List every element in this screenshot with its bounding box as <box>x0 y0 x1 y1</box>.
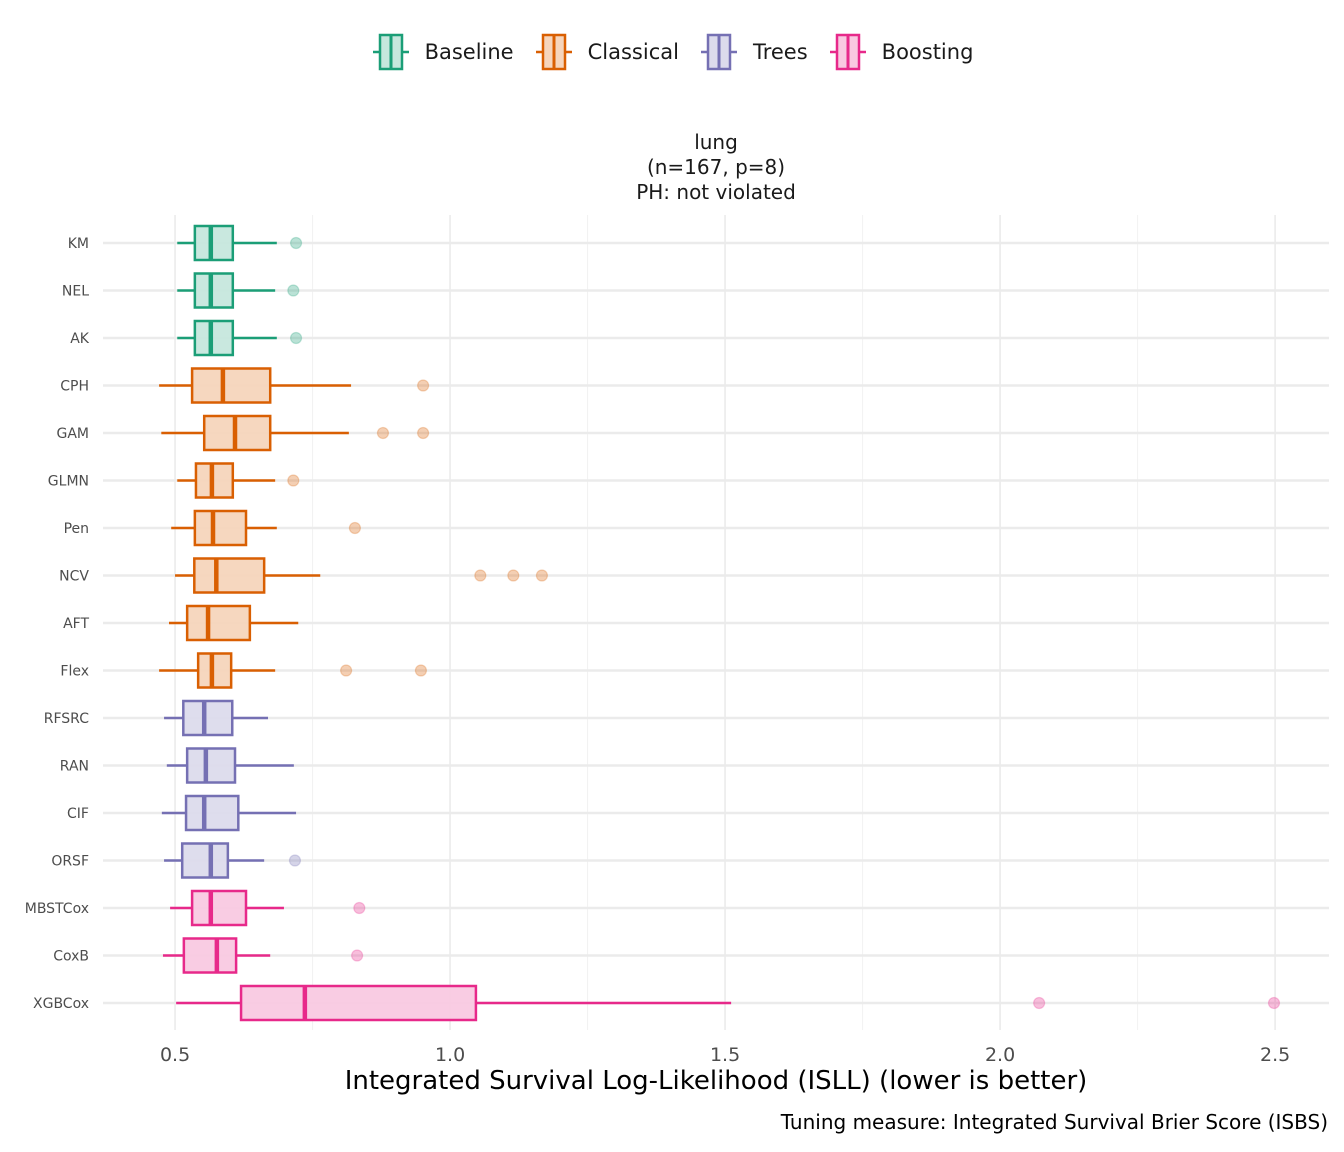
facet-strip: lung (n=167, p=8) PH: not violated <box>103 130 1329 205</box>
outlier-point <box>417 379 430 392</box>
y-tick-label: XGBCox <box>33 996 89 1012</box>
iqr-box <box>239 984 478 1022</box>
legend-item-trees: Trees <box>699 30 808 74</box>
iqr-box <box>193 224 235 262</box>
legend-key-baseline <box>372 33 409 71</box>
outlier-point <box>288 854 302 867</box>
box-ak <box>177 319 303 357</box>
legend-key-trees <box>700 33 737 71</box>
legend-item-baseline: Baseline <box>371 30 514 74</box>
box-rfsrc <box>164 699 269 737</box>
iqr-box <box>182 937 238 974</box>
outlier-point <box>507 569 520 582</box>
iqr-box <box>185 747 237 784</box>
legend-key-classical <box>535 33 572 71</box>
y-tick-label: NCV <box>59 569 89 585</box>
grid-layer <box>103 215 1329 1030</box>
iqr-box <box>193 319 235 357</box>
x-tick-label: 0.5 <box>160 1044 190 1066</box>
box-gam <box>161 414 430 452</box>
outlier-point <box>417 426 430 440</box>
box-pen <box>171 509 362 547</box>
outlier-point <box>287 284 300 297</box>
box-cif <box>161 794 297 832</box>
iqr-box <box>194 462 235 499</box>
y-tick-label: KM <box>68 236 89 252</box>
y-axis: KM NEL AK CPH GAM GLMN Pen NCV AFT Flex RFSRC RAN CI… <box>25 236 90 1012</box>
x-tick-label: 1.5 <box>710 1044 740 1066</box>
iqr-box <box>180 842 230 879</box>
box-aft <box>169 604 299 642</box>
outlier-point <box>348 521 362 535</box>
iqr-box <box>190 367 272 404</box>
y-tick-label: CIF <box>67 806 89 822</box>
iqr-box <box>185 604 252 642</box>
outlier-point <box>376 426 390 440</box>
y-tick-label: RFSRC <box>44 711 89 727</box>
y-tick-label: Pen <box>64 521 89 537</box>
box-km <box>177 224 303 262</box>
legend-label: Boosting <box>881 40 974 64</box>
facet-title-dims: (n=167, p=8) <box>646 155 786 179</box>
box-nel <box>177 272 300 309</box>
box-mbstcox <box>170 889 366 927</box>
outlier-point <box>535 569 549 582</box>
x-axis-title: Integrated Survival Log-Likelihood (ISLL… <box>344 1066 1088 1096</box>
y-tick-label: CoxB <box>53 949 89 965</box>
box-ncv <box>175 557 549 594</box>
box-coxb <box>162 937 364 974</box>
facet-title-ph: PH: not violated <box>636 180 796 204</box>
y-tick-label: MBSTCox <box>25 901 89 917</box>
outlier-point <box>340 664 353 677</box>
x-tick-label: 2.0 <box>985 1044 1015 1066</box>
y-tick-label: NEL <box>62 284 89 300</box>
caption: Tuning measure: Integrated Survival Brie… <box>780 1110 1328 1134</box>
outlier-point <box>289 236 303 250</box>
iqr-box <box>184 794 240 832</box>
iqr-box <box>193 509 248 547</box>
iqr-box <box>190 889 248 927</box>
box-orsf <box>164 842 302 879</box>
legend-item-classical: Classical <box>534 30 679 74</box>
outlier-point <box>1033 996 1046 1010</box>
y-tick-label: ORSF <box>51 854 89 870</box>
box-xgbcox <box>176 984 1281 1022</box>
y-tick-label: AK <box>70 331 90 347</box>
facet-title-dataset: lung <box>694 130 738 154</box>
y-tick-label: RAN <box>60 759 89 775</box>
outlier-point <box>474 569 487 582</box>
y-tick-label: Flex <box>60 664 89 680</box>
box-cph <box>159 367 430 404</box>
outlier-point <box>287 474 300 487</box>
y-tick-label: GAM <box>56 426 89 442</box>
iqr-box <box>196 652 233 689</box>
outlier-point <box>1267 996 1281 1010</box>
legend-key-boosting <box>829 33 866 71</box>
legend: Baseline Classical Trees Boosting <box>0 30 1344 74</box>
y-tick-label: AFT <box>63 616 89 632</box>
x-tick-label: 1.0 <box>435 1044 465 1066</box>
x-axis: 0.5 1.0 1.5 2.0 2.5 <box>160 1044 1290 1066</box>
outlier-point <box>351 949 364 962</box>
y-tick-label: GLMN <box>48 474 89 490</box>
legend-label: Trees <box>752 40 808 64</box>
x-tick-label: 2.5 <box>1260 1044 1290 1066</box>
outlier-point <box>289 331 303 345</box>
y-tick-label: CPH <box>60 379 89 395</box>
iqr-box <box>193 272 235 309</box>
box-flex <box>159 652 428 689</box>
legend-label: Classical <box>587 40 679 64</box>
box-glmn <box>177 462 300 499</box>
box-ran <box>166 747 294 784</box>
legend-label: Baseline <box>424 40 514 64</box>
outlier-point <box>353 901 366 915</box>
outlier-point <box>414 664 428 677</box>
iqr-box <box>182 699 234 737</box>
legend-item-boosting: Boosting <box>828 30 974 74</box>
boxes-layer <box>159 224 1281 1022</box>
iqr-box <box>193 557 266 594</box>
